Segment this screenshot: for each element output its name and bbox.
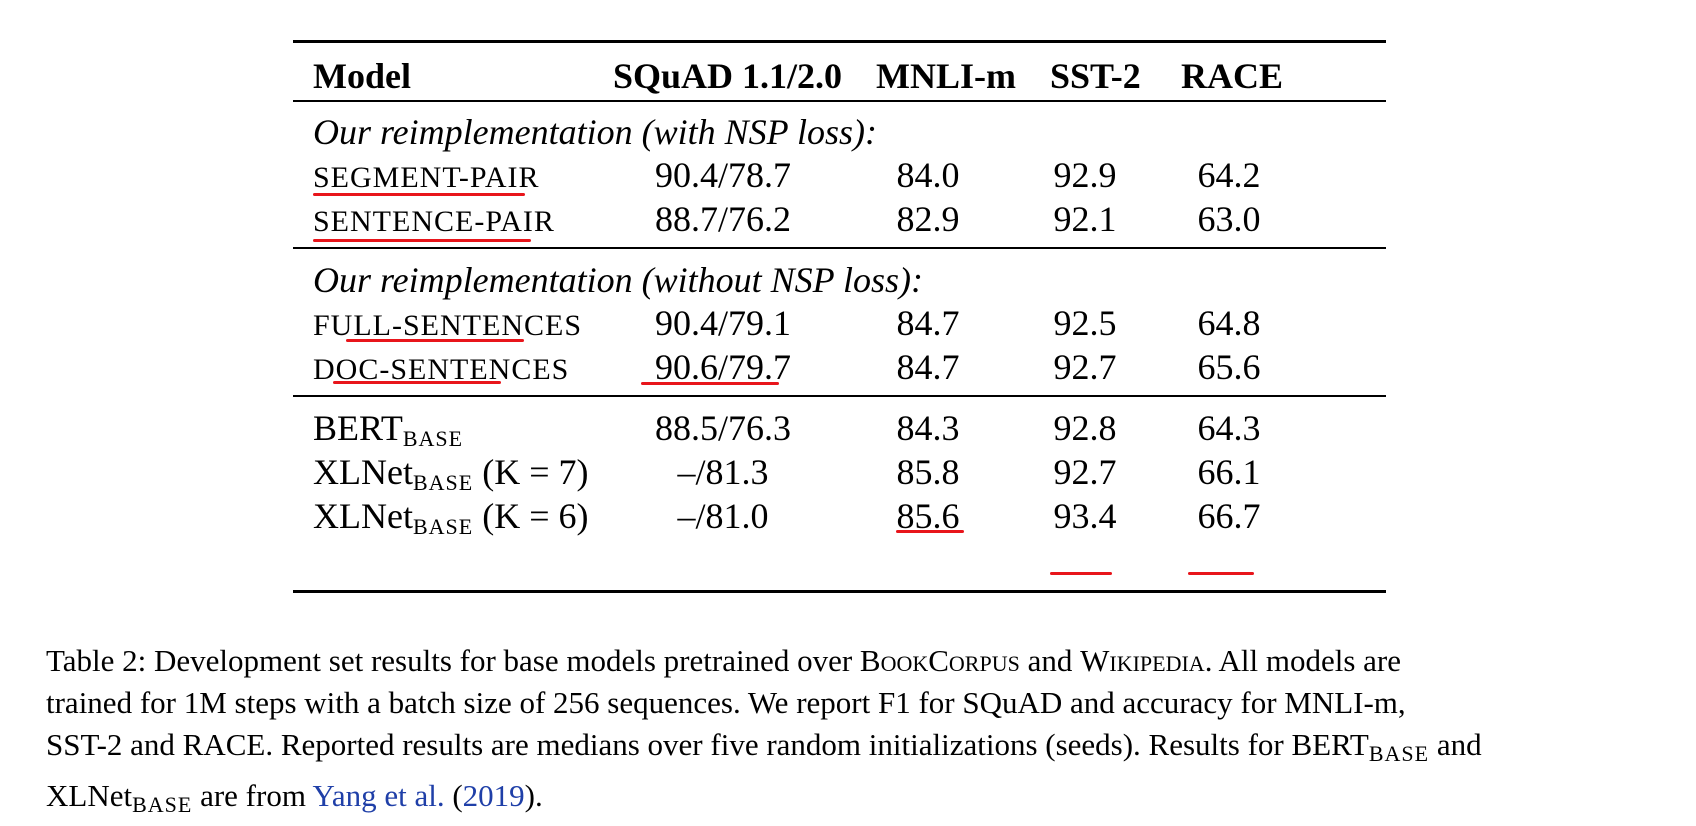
row-race: 64.8 [1197,303,1261,343]
model-subscript: BASE [402,426,464,451]
row-model-xlnet-k7: XLNetBASE (K = 7) [313,450,589,505]
row-squad: –/81.0 [677,496,769,536]
row-sst2: 92.1 [1053,199,1117,239]
header-squad: SQuAD 1.1/2.0 [613,56,843,96]
caption-line-1: Table 2: Development set results for bas… [46,640,1646,682]
row-squad: 90.4/79.1 [654,303,791,343]
annotation-underline [641,382,779,385]
row-model-xlnet-k6: XLNetBASE (K = 6) [313,494,589,549]
model-suffix: (K = 7) [473,452,589,492]
annotation-underline [333,381,501,384]
row-mnli: 84.3 [896,408,960,448]
caption-text: and [1019,643,1081,678]
top-rule [293,40,1386,43]
row-sst2: 92.9 [1053,155,1117,195]
group-title-without-nsp: Our reimplementation (without NSP loss): [313,260,923,300]
row-sst2: 92.7 [1053,347,1117,387]
row-race: 63.0 [1197,199,1261,239]
caption-text: ) [524,778,535,813]
row-mnli: 84.0 [896,155,960,195]
row-mnli: 84.7 [896,303,960,343]
header-mnli: MNLI-m [876,56,1016,96]
caption-text: Table 2: Development set results for bas… [46,643,860,678]
caption-line-2: trained for 1M steps with a batch size o… [46,685,1406,720]
caption-text: SST-2 and RACE. Reported results are med… [46,727,1369,762]
row-model-segment-pair: SEGMENT-PAIR [313,161,540,194]
model-name: XLNet [313,452,413,492]
model-subscript: BASE [412,470,474,495]
annotation-underline [1188,572,1254,575]
row-mnli: 85.6 [896,496,960,536]
row-sst2: 92.5 [1053,303,1117,343]
citation-year-link[interactable]: 2019 [462,778,525,813]
row-mnli: 84.7 [896,347,960,387]
caption-line-4: XLNetBASE are from Yang et al. (2019). [46,775,1646,826]
row-squad: 88.5/76.3 [654,408,791,448]
row-model-doc-sentences: DOC-SENTENCES [313,353,570,386]
row-race: 66.7 [1197,496,1261,536]
row-sst2: 93.4 [1053,496,1117,536]
annotation-underline [313,239,531,242]
bottom-rule [293,590,1386,593]
table-caption: Table 2: Development set results for bas… [46,640,1646,826]
group-rule [293,247,1386,249]
row-race: 66.1 [1197,452,1261,492]
row-model-full-sentences: FULL-SENTENCES [313,309,582,342]
header-model: Model [313,56,411,96]
row-squad: 88.7/76.2 [654,199,791,239]
row-model-bert-base: BERTBASE [313,406,463,461]
caption-subscript: BASE [1368,741,1430,766]
caption-dataset-wikipedia: Wikipedia [1080,643,1205,678]
annotation-underline [313,193,525,196]
caption-line-3: SST-2 and RACE. Reported results are med… [46,724,1646,775]
caption-text: . [535,778,543,813]
caption-text: ( [444,778,463,813]
annotation-underline [346,339,524,342]
row-sst2: 92.8 [1053,408,1117,448]
row-mnli: 82.9 [896,199,960,239]
row-race: 64.2 [1197,155,1261,195]
caption-text: are from [192,778,313,813]
row-race: 64.3 [1197,408,1261,448]
row-mnli: 85.8 [896,452,960,492]
model-name: XLNet [313,496,413,536]
row-squad: 90.4/78.7 [654,155,791,195]
header-rule [293,100,1386,102]
row-model-sentence-pair: SENTENCE-PAIR [313,205,555,238]
row-squad: 90.6/79.7 [654,347,791,387]
caption-subscript: BASE [132,792,193,817]
row-squad: –/81.3 [677,452,769,492]
group-rule [293,395,1386,397]
caption-text: . All models are [1204,643,1401,678]
header-sst2: SST-2 [1050,56,1141,96]
citation-link[interactable]: Yang et al. [312,778,445,813]
row-race: 65.6 [1197,347,1261,387]
annotation-underline [1050,572,1112,575]
caption-text: XLNet [46,778,133,813]
model-subscript: BASE [412,514,474,539]
model-suffix: (K = 6) [473,496,589,536]
header-race: RACE [1181,56,1284,96]
caption-text: and [1429,727,1482,762]
annotation-underline [896,530,964,533]
model-name: BERT [313,408,403,448]
caption-dataset-bookcorpus: BookCorpus [859,643,1020,678]
row-sst2: 92.7 [1053,452,1117,492]
group-title-with-nsp: Our reimplementation (with NSP loss): [313,112,877,152]
